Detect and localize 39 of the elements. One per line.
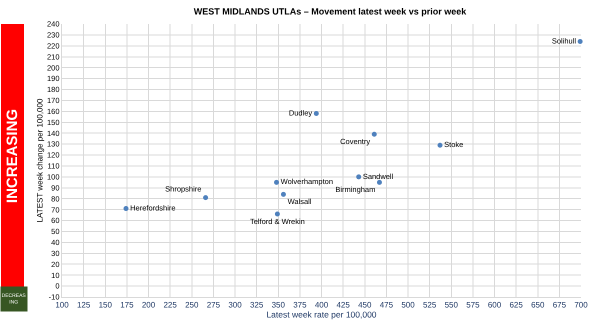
- x-tick-label: 250: [185, 300, 199, 310]
- x-tick-label: 275: [206, 300, 221, 310]
- x-tick-label: 450: [358, 300, 372, 310]
- x-tick-label: 675: [552, 300, 567, 310]
- x-tick-label: 575: [466, 300, 480, 310]
- text: INCREASING: [4, 108, 21, 204]
- x-tick-label: 600: [488, 300, 502, 310]
- x-tick-label: 125: [76, 300, 91, 310]
- x-tick-label: 200: [142, 300, 156, 310]
- x-tick-label: 400: [314, 300, 329, 310]
- x-tick-label: 150: [98, 300, 112, 310]
- x-tick-label: 525: [422, 300, 437, 310]
- point: [203, 195, 208, 200]
- x-tick-label: 175: [120, 300, 134, 310]
- point: [376, 180, 382, 185]
- x-tick-label: 325: [250, 300, 264, 310]
- x-tick-label: 500: [401, 300, 416, 310]
- x-tick-label: 700: [574, 300, 588, 310]
- point: [372, 132, 377, 137]
- point: [578, 38, 583, 44]
- x-tick-label: 650: [531, 300, 545, 310]
- x-tick-label: 625: [509, 300, 524, 310]
- x-tick-label: 475: [380, 300, 394, 310]
- point: [314, 111, 319, 116]
- point: [124, 206, 129, 212]
- point: [438, 142, 443, 148]
- x-tick-label: 300: [228, 300, 242, 310]
- x-tick-label: 425: [336, 300, 350, 310]
- point: [280, 192, 286, 197]
- point: [274, 212, 280, 217]
- x-tick-label: 375: [293, 300, 308, 310]
- point: [274, 180, 280, 185]
- y-axis-title: LATEST week change per 100,000: [36, 98, 45, 222]
- x-tick-label: 550: [444, 300, 458, 310]
- x-axis-title: Latest week rate per 100,000: [266, 310, 377, 320]
- chart-title: WEST MIDLANDS UTLAs – Movement latest week vs prior week: [194, 6, 468, 17]
- point: [356, 174, 362, 180]
- x-tick-label: 350: [272, 300, 286, 310]
- x-tick-label: 225: [163, 300, 178, 310]
